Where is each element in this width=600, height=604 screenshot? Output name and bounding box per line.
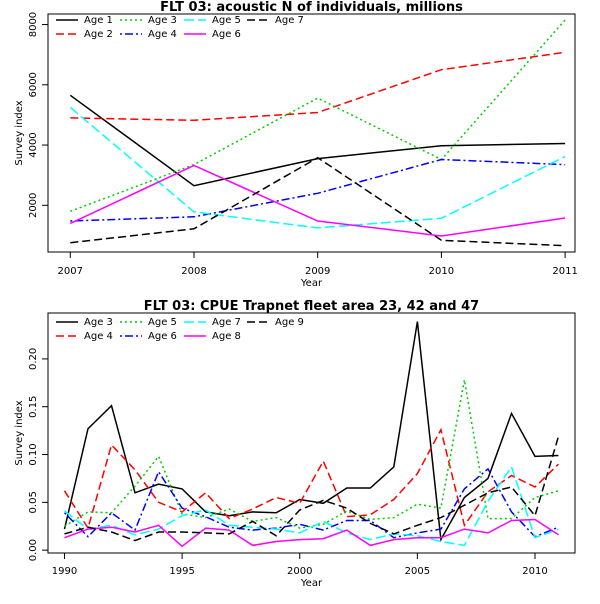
y-tick-label: 4000: [28, 132, 39, 157]
legend-entry: Age 7: [212, 317, 241, 328]
series-line-age-6: [69, 164, 566, 237]
y-tick-label: 0.00: [28, 539, 39, 561]
legend-entry: Age 5: [212, 15, 241, 26]
series-line-age-1: [69, 94, 566, 187]
x-tick-label: 1995: [169, 566, 194, 577]
legend-entry: Age 1: [84, 15, 113, 26]
y-axis-label: Survey index: [14, 400, 25, 465]
series-line-age-7: [70, 156, 566, 247]
y-tick-label: 0.10: [28, 443, 39, 465]
x-tick-label: 2010: [429, 266, 454, 277]
x-tick-label: 2010: [522, 566, 547, 577]
series-line-age-8: [64, 518, 559, 548]
x-tick-label: 2011: [552, 266, 577, 277]
chart-title: FLT 03: acoustic N of individuals, milli…: [160, 0, 463, 15]
y-tick-label: 8000: [28, 12, 39, 37]
legend-entry: Age 6: [212, 29, 241, 40]
series-line-age-3: [70, 19, 566, 213]
legend-entry: Age 3: [148, 15, 177, 26]
series-line-age-4: [63, 427, 560, 530]
x-axis-label: Year: [300, 278, 323, 289]
chart-panel-2: FLT 03: CPUE Trapnet fleet area 23, 42 a…: [14, 299, 576, 589]
legend-entry: Age 4: [148, 29, 177, 40]
legend-entry: Age 8: [212, 331, 241, 342]
x-tick-label: 2007: [58, 266, 83, 277]
x-tick-label: 2009: [305, 266, 330, 277]
series-line-age-4: [70, 158, 566, 222]
series-line-age-5: [64, 379, 559, 529]
legend-entry: Age 6: [148, 331, 177, 342]
series-line-age-5: [69, 106, 566, 229]
plot-frame: [47, 312, 576, 554]
y-axis-label: Survey index: [14, 100, 25, 165]
legend-entry: Age 4: [84, 331, 113, 342]
legend-entry: Age 9: [275, 317, 304, 328]
y-tick-label: 0.05: [28, 491, 39, 513]
y-tick-label: 6000: [28, 72, 39, 97]
x-axis-label: Year: [300, 578, 323, 589]
legend-entry: Age 5: [148, 317, 177, 328]
x-tick-label: 1990: [52, 566, 77, 577]
series-line-age-9: [64, 436, 560, 542]
x-tick-label: 2000: [287, 566, 312, 577]
series-line-age-2: [70, 51, 566, 122]
series-line-age-7: [64, 465, 559, 547]
y-tick-label: 0.20: [28, 348, 39, 370]
x-tick-label: 2008: [181, 266, 206, 277]
chart-title: FLT 03: CPUE Trapnet fleet area 23, 42 a…: [144, 299, 479, 314]
series-line-age-3: [63, 321, 559, 543]
x-tick-label: 2005: [405, 566, 430, 577]
plot-frame: [47, 13, 576, 253]
legend-entry: Age 3: [84, 317, 113, 328]
y-tick-label: 0.15: [28, 396, 39, 418]
chart-panel-1: FLT 03: acoustic N of individuals, milli…: [14, 0, 578, 289]
legend-entry: Age 2: [84, 29, 113, 40]
y-tick-label: 2000: [28, 193, 39, 218]
legend-entry: Age 7: [275, 15, 304, 26]
